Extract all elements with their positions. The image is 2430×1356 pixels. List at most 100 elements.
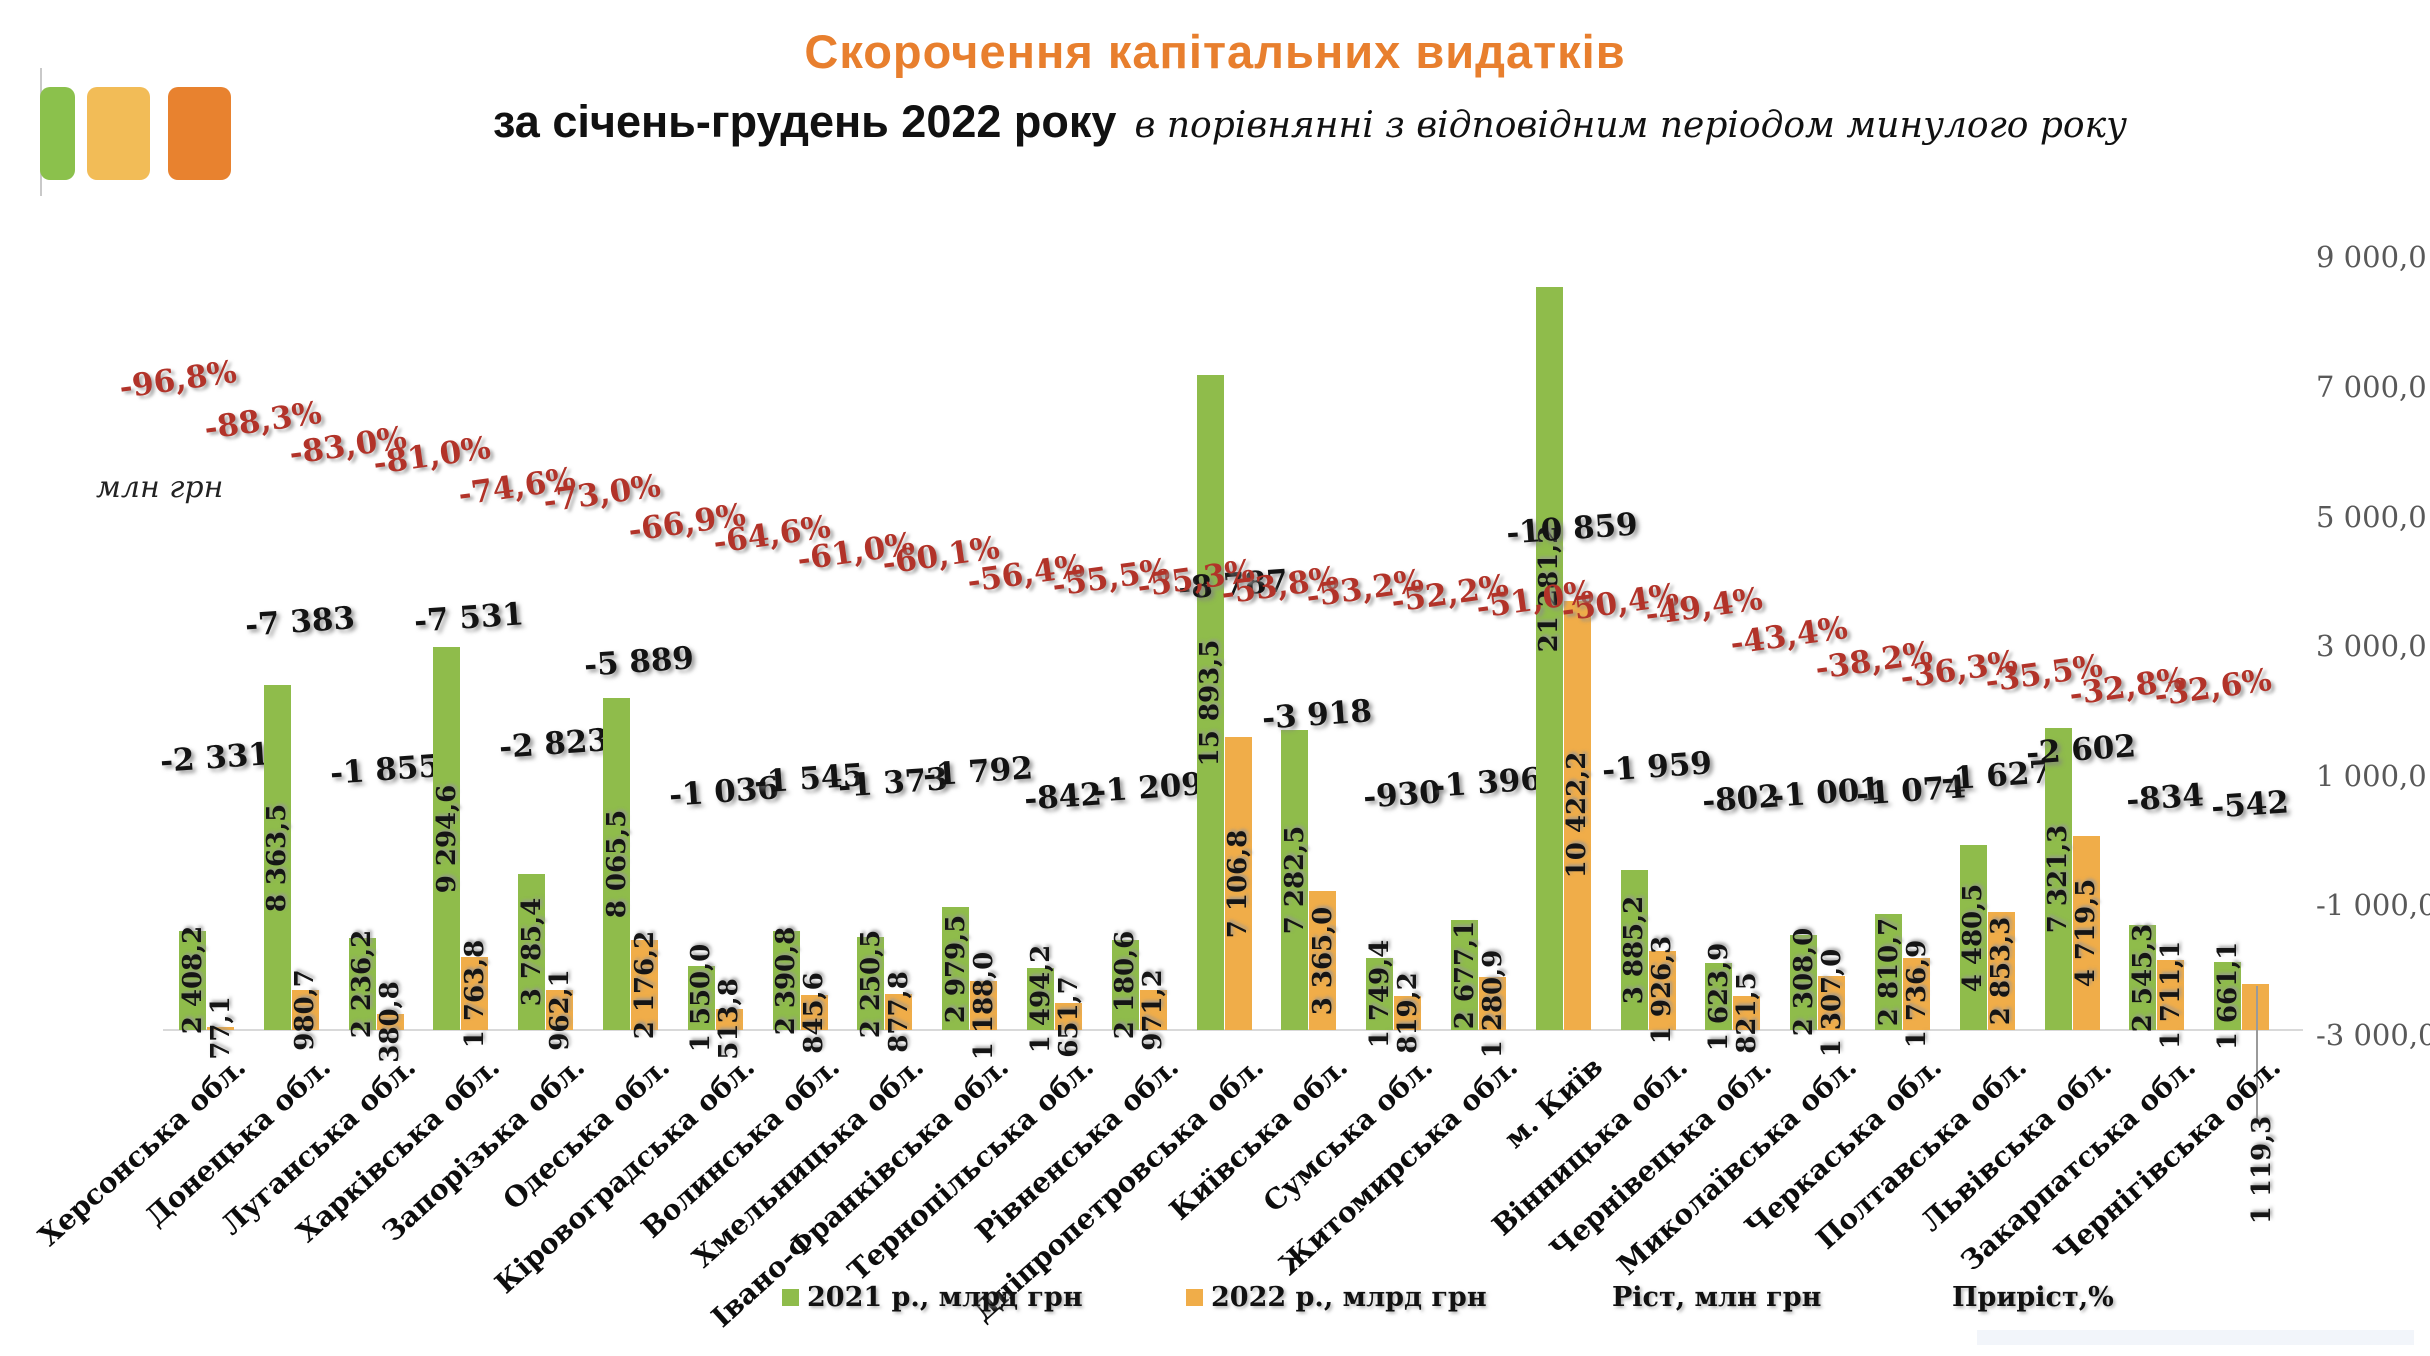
- legend-label: 2021 р., млрд грн: [807, 1282, 1083, 1313]
- bar-2021: [2129, 925, 2157, 1030]
- bar-2022: [461, 957, 489, 1030]
- bar-2022-value: 1 119,3: [2246, 1115, 2277, 1225]
- logo-green-square: [40, 87, 75, 180]
- bar-2021: [1111, 940, 1139, 1030]
- bar-2022: [1479, 977, 1506, 1030]
- bar-2021: [942, 907, 970, 1030]
- bar-2022-value: 7 106,8: [1223, 829, 1254, 938]
- bar-2021-value: 2 979,5: [940, 914, 971, 1023]
- x-axis-line: [163, 1029, 2303, 1031]
- bar-2021-value: 1 749,4: [1364, 939, 1395, 1049]
- axis-unit-label: млн грн: [96, 470, 224, 505]
- chart-title-sub: за січень-грудень 2022 року в порівнянні…: [95, 96, 2430, 148]
- bar-2021: [687, 966, 715, 1030]
- bar-2021: [1281, 729, 1309, 1030]
- bar-2021: [1790, 934, 1818, 1030]
- legend-label: 2022 р., млрд грн: [1211, 1282, 1487, 1313]
- percent-label: -96,8%: [117, 353, 239, 406]
- bar-2022-value: 2 176,2: [629, 930, 660, 1040]
- bar-2022: [1903, 958, 1930, 1030]
- bar-2022-value: 3 365,0: [1307, 906, 1338, 1015]
- bar-2022-value: 877,8: [883, 971, 914, 1053]
- growth-label: -2 331: [158, 735, 272, 780]
- legend-item: 2021 р., млрд грн: [782, 1282, 1083, 1313]
- bar-2021-value: 2 390,8: [771, 926, 802, 1036]
- growth-label: -2 823: [498, 722, 611, 767]
- bar-2021: [1196, 375, 1224, 1030]
- bar-2022: [1818, 976, 1846, 1030]
- legend-item: Ріст, млн грн: [1612, 1282, 1821, 1313]
- bar-2022: [376, 1014, 404, 1030]
- bar-2022: [1139, 989, 1167, 1030]
- bar-2022: [1224, 737, 1252, 1030]
- growth-label: -3 918: [1261, 693, 1374, 737]
- bar-2022: [1987, 912, 2015, 1030]
- growth-label: -1 959: [1600, 745, 1713, 790]
- bar-2021: [1705, 963, 1733, 1030]
- y-axis-tick-label: 3 000,0: [2316, 629, 2427, 664]
- growth-label: -7 531: [413, 596, 526, 640]
- growth-label: -2 602: [2024, 728, 2137, 773]
- bar-2021-value: 1 623,9: [1703, 942, 1734, 1051]
- bar-2021-value: 15 893,5: [1195, 639, 1226, 766]
- bar-2021-value: 2 236,2: [347, 929, 378, 1039]
- bar-2022-value: 1 307,0: [1816, 948, 1847, 1058]
- growth-label: -5 889: [582, 640, 696, 684]
- bar-2022-value: 10 422,2: [1562, 751, 1593, 879]
- bar-2022: [970, 981, 998, 1030]
- bar-2021-value: 3 785,4: [516, 897, 547, 1007]
- bar-2021-value: 8 065,5: [601, 809, 632, 919]
- bar-2021-value: 1 661,1: [2212, 941, 2243, 1051]
- bar-2022: [546, 990, 574, 1030]
- bar-2021: [348, 937, 376, 1030]
- bar-2021: [179, 930, 206, 1030]
- bar-2022-value: 1 763,8: [459, 939, 490, 1048]
- growth-label: -542: [2210, 784, 2291, 827]
- bar-2022: [800, 995, 828, 1030]
- bar-2021: [1366, 957, 1394, 1030]
- bar-2021-value: 2 545,3: [2127, 923, 2158, 1032]
- growth-label: -842: [1023, 776, 1103, 819]
- bar-2022-value: 962,1: [544, 969, 575, 1051]
- bar-2022: [885, 993, 913, 1030]
- bar-2021: [1875, 914, 1902, 1030]
- bar-2022: [207, 1026, 234, 1030]
- bar-2021: [2044, 728, 2072, 1030]
- bar-2022: [291, 989, 319, 1030]
- bar-2021-value: 1 550,0: [686, 943, 717, 1053]
- bar-2022: [1733, 996, 1761, 1030]
- chart-title-main: Скорочення капітальних видатків: [804, 25, 1626, 78]
- footer-strip: [1977, 1330, 2414, 1345]
- legend-item: Приріст,%: [1952, 1282, 2114, 1313]
- bar-2022-value: 1 926,3: [1647, 936, 1678, 1045]
- bar-2021-value: 2 677,1: [1449, 920, 1480, 1030]
- bar-2022-value: 651,7: [1053, 975, 1084, 1058]
- growth-label: -1 792: [922, 750, 1035, 794]
- bar-2021: [772, 931, 800, 1030]
- bar-2021-value: 3 885,2: [1619, 895, 1650, 1005]
- growth-label: -930: [1362, 774, 1443, 816]
- bar-2021: [263, 685, 291, 1030]
- growth-label: -1 396: [1430, 760, 1544, 805]
- bar-2022-value: 971,2: [1138, 969, 1169, 1051]
- bar-2022: [715, 1008, 743, 1030]
- bar-2021: [1027, 968, 1054, 1030]
- bar-2021: [857, 937, 885, 1030]
- y-axis-tick-label: 5 000,0: [2316, 499, 2427, 534]
- bar-2022-value: 1 711,1: [2155, 940, 2186, 1050]
- bar-2021: [1451, 919, 1478, 1030]
- bar-2022-value: 2 853,3: [1986, 916, 2017, 1026]
- chart-title-comparison: в порівнянні з відповідним періодом мину…: [1134, 105, 2127, 146]
- legend-label: Ріст, млн грн: [1612, 1282, 1822, 1313]
- bar-2021-value: 7 282,5: [1279, 825, 1310, 935]
- bar-2021: [518, 874, 546, 1030]
- bar-2021-value: 9 294,6: [431, 784, 462, 893]
- bar-2022-value: 821,5: [1731, 972, 1762, 1054]
- bar-2022: [2157, 959, 2185, 1030]
- bar-2021-value: 2 810,7: [1873, 917, 1904, 1027]
- bar-2022: [631, 940, 658, 1030]
- bar-2022: [1563, 600, 1591, 1030]
- logo-orange-square: [168, 87, 231, 180]
- bar-2022-value: 1 188,0: [968, 951, 999, 1060]
- growth-label: -7 383: [243, 600, 356, 644]
